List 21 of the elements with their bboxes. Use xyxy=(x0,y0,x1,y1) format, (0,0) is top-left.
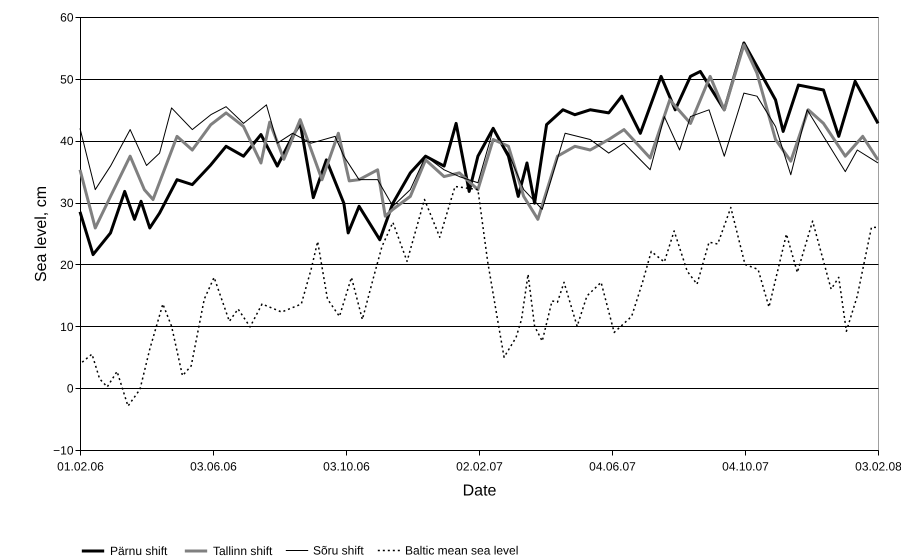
y-tick-label: 10 xyxy=(60,320,74,334)
x-tick-label: 02.02.07 xyxy=(456,460,504,474)
x-tick-label: 03.10.06 xyxy=(323,460,370,474)
legend-label: Sõru shift xyxy=(313,544,364,558)
x-tick-label: 03.06.06 xyxy=(190,460,238,474)
legend-label: Tallinn shift xyxy=(213,544,274,558)
x-tick-label: 01.02.06 xyxy=(57,460,104,474)
y-tick-label: 20 xyxy=(60,258,74,272)
x-tick-label: 04.10.07 xyxy=(722,460,770,474)
y-tick-label: 30 xyxy=(60,196,74,210)
legend-label: Baltic mean sea level xyxy=(405,544,518,558)
x-tick-label: 03.02.08 xyxy=(855,460,901,474)
x-axis-title: Date xyxy=(462,482,496,500)
y-tick-label: 60 xyxy=(60,10,74,24)
legend-label: Pärnu shift xyxy=(110,544,168,558)
y-tick-label: 40 xyxy=(60,134,74,148)
y-tick-label: −10 xyxy=(53,444,74,458)
x-tick-label: 04.06.07 xyxy=(589,460,636,474)
y-tick-label: 0 xyxy=(66,382,74,396)
y-axis-title: Sea level, cm xyxy=(33,186,50,282)
y-tick-label: 50 xyxy=(60,72,74,86)
